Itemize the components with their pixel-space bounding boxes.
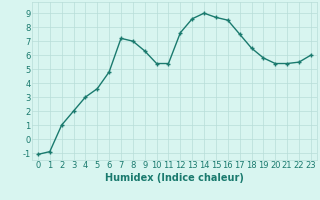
X-axis label: Humidex (Indice chaleur): Humidex (Indice chaleur) bbox=[105, 173, 244, 183]
